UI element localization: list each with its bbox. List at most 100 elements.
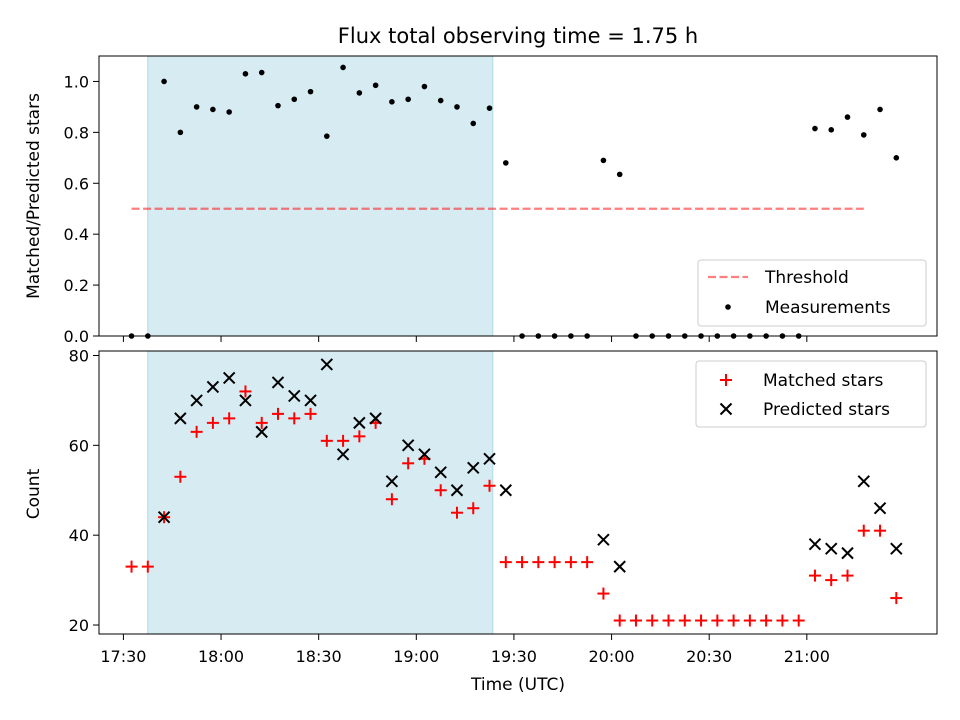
top-chart-title: Flux total observing time = 1.75 h: [338, 24, 698, 48]
matched-star-point: [613, 614, 626, 627]
legend-measurements-label: Measurements: [765, 298, 891, 318]
matched-star-point: [353, 430, 366, 443]
predicted-star-point-b: [353, 416, 366, 430]
legend-predicted-swatch: [719, 402, 733, 416]
predicted-star-point-b: [271, 376, 285, 389]
predicted-star-point: [434, 466, 447, 479]
top-highlight-band: [147, 55, 494, 337]
predicted-star-point: [174, 412, 187, 425]
matched-star-point: [255, 416, 268, 429]
bottom-xtick-label: 20:30: [686, 647, 732, 666]
predicted-star-point: [385, 475, 399, 488]
legend-threshold-label: Threshold: [764, 268, 849, 288]
matched-star-point: [141, 560, 154, 573]
predicted-star-point: [483, 452, 496, 466]
measurement-point: [405, 96, 411, 103]
measurement-point: [844, 114, 851, 120]
predicted-star-point: [336, 448, 350, 461]
top-legend: Threshold Measurements: [697, 259, 927, 327]
bottom-xtick-label: 18:00: [198, 647, 244, 666]
measurement-point: [421, 83, 428, 90]
predicted-star-point-b: [499, 484, 513, 497]
predicted-star-point: [841, 546, 854, 560]
bottom-xtick-label: 19:00: [393, 647, 439, 666]
predicted-star-point: [369, 412, 382, 425]
bottom-ytick-label: 60: [69, 436, 89, 455]
top-chart-ylabel: Matched/Predicted stars: [24, 93, 44, 299]
top-ytick-label: 1.0: [64, 72, 89, 91]
bottom-ytick-label: 40: [69, 526, 89, 545]
matched-star-point: [288, 412, 301, 425]
matched-star-point: [857, 524, 870, 537]
predicted-star-point: [873, 502, 887, 515]
measurement-point: [437, 97, 444, 104]
matched-star-point: [385, 493, 398, 506]
measurement-point: [470, 120, 477, 127]
predicted-star-point-b: [401, 439, 415, 452]
top-chart-frame: [98, 55, 938, 337]
predicted-star-point-b: [467, 461, 480, 475]
matched-star-point: [597, 587, 610, 600]
predicted-star-point: [597, 533, 610, 546]
measurement-point: [812, 125, 818, 132]
predicted-star-point: [304, 394, 317, 407]
matched-star-point: [890, 592, 903, 605]
bottom-legend-box: [695, 360, 927, 428]
matched-star-point: [548, 556, 561, 569]
matched-star-point: [239, 385, 252, 398]
measurement-point: [372, 82, 379, 89]
predicted-star-point-b: [825, 542, 838, 555]
top-ytick-label: 0.4: [64, 225, 89, 244]
measurement-point: [193, 104, 200, 110]
predicted-star-point-b: [239, 394, 252, 407]
predicted-star-point-b: [304, 394, 317, 407]
top-chart-panel: 0.0 0.2 0.4 0.6 0.8 1.0 Threshold Measurements: [64, 55, 938, 346]
matched-star-point: [223, 412, 236, 425]
bottom-ytick-label: 80: [69, 346, 89, 365]
measurement-point: [828, 127, 835, 133]
bottom-xtick-label: 17:30: [100, 647, 146, 666]
matched-star-point: [532, 556, 545, 569]
measurement-point: [860, 132, 867, 138]
predicted-star-point: [613, 560, 626, 573]
predicted-star-point-b: [418, 448, 431, 461]
predicted-star-point: [190, 394, 203, 407]
predicted-star-point: [401, 439, 415, 452]
matched-star-point: [125, 560, 138, 573]
bottom-chart-panel: 20 40 60 80 17:30 18:00 18:30 19:00 19:30 20:00 20…: [69, 346, 938, 666]
measurement-point: [616, 171, 623, 178]
matched-star-point: [337, 434, 350, 447]
matched-star-point: [776, 614, 789, 627]
matched-star-point: [808, 569, 821, 582]
predicted-star-point: [499, 484, 513, 497]
matched-star-point: [304, 407, 317, 420]
matched-star-point: [402, 457, 415, 470]
predicted-star-point-b: [369, 412, 382, 425]
matched-star-point: [841, 569, 854, 582]
predicted-star-point: [206, 380, 220, 394]
predicted-star-point-b: [174, 412, 187, 425]
predicted-star-point-b: [450, 484, 464, 497]
matched-star-point: [483, 479, 496, 492]
measurement-point: [600, 157, 607, 164]
bottom-xtick-label: 19:30: [491, 647, 537, 666]
matched-star-point: [678, 614, 691, 627]
matched-star-point: [516, 556, 529, 569]
measurement-point: [307, 88, 314, 95]
predicted-star-point: [890, 542, 903, 555]
measurement-point: [177, 129, 184, 136]
predicted-star-point: [271, 376, 285, 389]
measurement-point: [893, 155, 900, 161]
predicted-star-point-b: [320, 358, 334, 371]
predicted-star-point-b: [385, 475, 399, 488]
matched-star-point: [320, 434, 333, 447]
measurement-point: [356, 90, 363, 96]
matched-star-point: [450, 506, 463, 519]
predicted-star-point-b: [206, 380, 220, 394]
matched-star-point: [646, 614, 659, 627]
matched-star-point: [190, 425, 203, 438]
measurement-point: [454, 104, 460, 110]
matched-star-point: [564, 556, 577, 569]
predicted-star-point-b: [336, 448, 350, 461]
matched-star-point: [760, 614, 773, 627]
